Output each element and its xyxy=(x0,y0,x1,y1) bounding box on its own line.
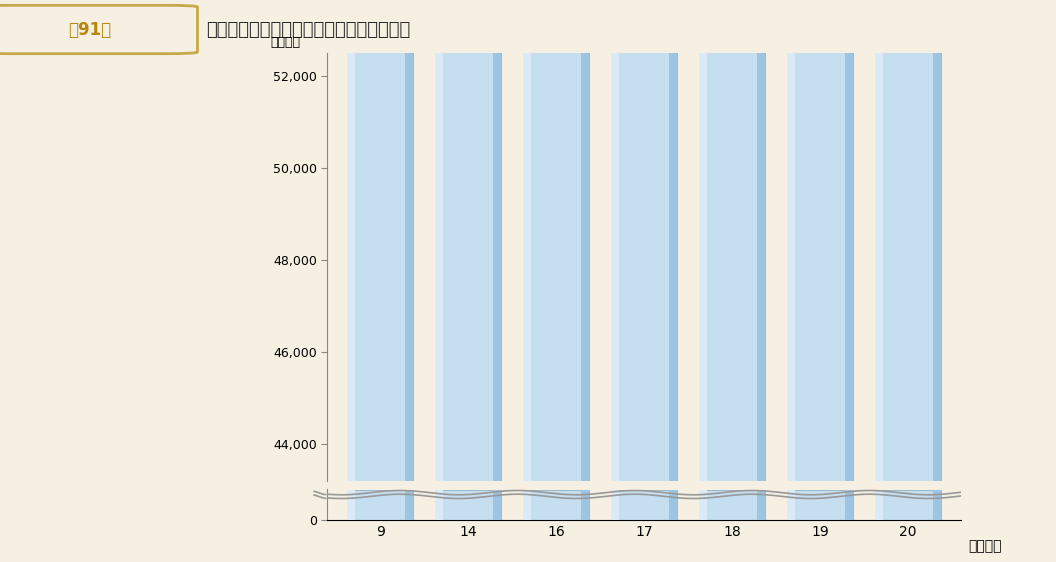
Bar xyxy=(435,491,444,520)
Bar xyxy=(934,0,941,481)
Bar xyxy=(493,491,502,520)
Bar xyxy=(406,0,413,481)
Text: ごみ処理施設における年間総収集量の推移: ごみ処理施設における年間総収集量の推移 xyxy=(206,20,410,39)
Bar xyxy=(435,0,444,481)
Bar xyxy=(699,0,766,481)
Bar xyxy=(581,491,589,520)
Bar xyxy=(934,491,941,520)
Bar xyxy=(699,491,766,520)
Bar xyxy=(435,491,502,520)
Bar xyxy=(435,0,502,481)
Bar xyxy=(757,491,766,520)
Bar xyxy=(670,491,677,520)
Bar xyxy=(523,0,589,481)
Bar xyxy=(787,491,795,520)
Bar xyxy=(787,0,853,481)
Bar xyxy=(347,0,355,481)
Text: （年度）: （年度） xyxy=(968,539,1001,553)
Bar xyxy=(523,0,531,481)
Bar xyxy=(875,491,941,520)
Bar xyxy=(787,0,795,481)
Bar xyxy=(347,0,413,481)
Bar xyxy=(611,0,619,481)
FancyBboxPatch shape xyxy=(0,5,197,54)
Text: （千ｔ）: （千ｔ） xyxy=(270,36,300,49)
Bar xyxy=(523,491,531,520)
Bar xyxy=(611,0,677,481)
Text: 第91図: 第91図 xyxy=(69,20,111,39)
Bar xyxy=(845,0,853,481)
Bar xyxy=(347,491,413,520)
Bar xyxy=(347,491,355,520)
Bar xyxy=(787,491,853,520)
Bar xyxy=(699,0,708,481)
Bar xyxy=(611,491,677,520)
Bar xyxy=(875,0,941,481)
Bar xyxy=(757,0,766,481)
Bar xyxy=(581,0,589,481)
Bar xyxy=(845,491,853,520)
Bar xyxy=(493,0,502,481)
Bar xyxy=(670,0,677,481)
Bar xyxy=(611,491,619,520)
Bar xyxy=(523,491,589,520)
Bar xyxy=(875,0,883,481)
Bar xyxy=(699,491,708,520)
Bar xyxy=(406,491,413,520)
Bar xyxy=(875,491,883,520)
